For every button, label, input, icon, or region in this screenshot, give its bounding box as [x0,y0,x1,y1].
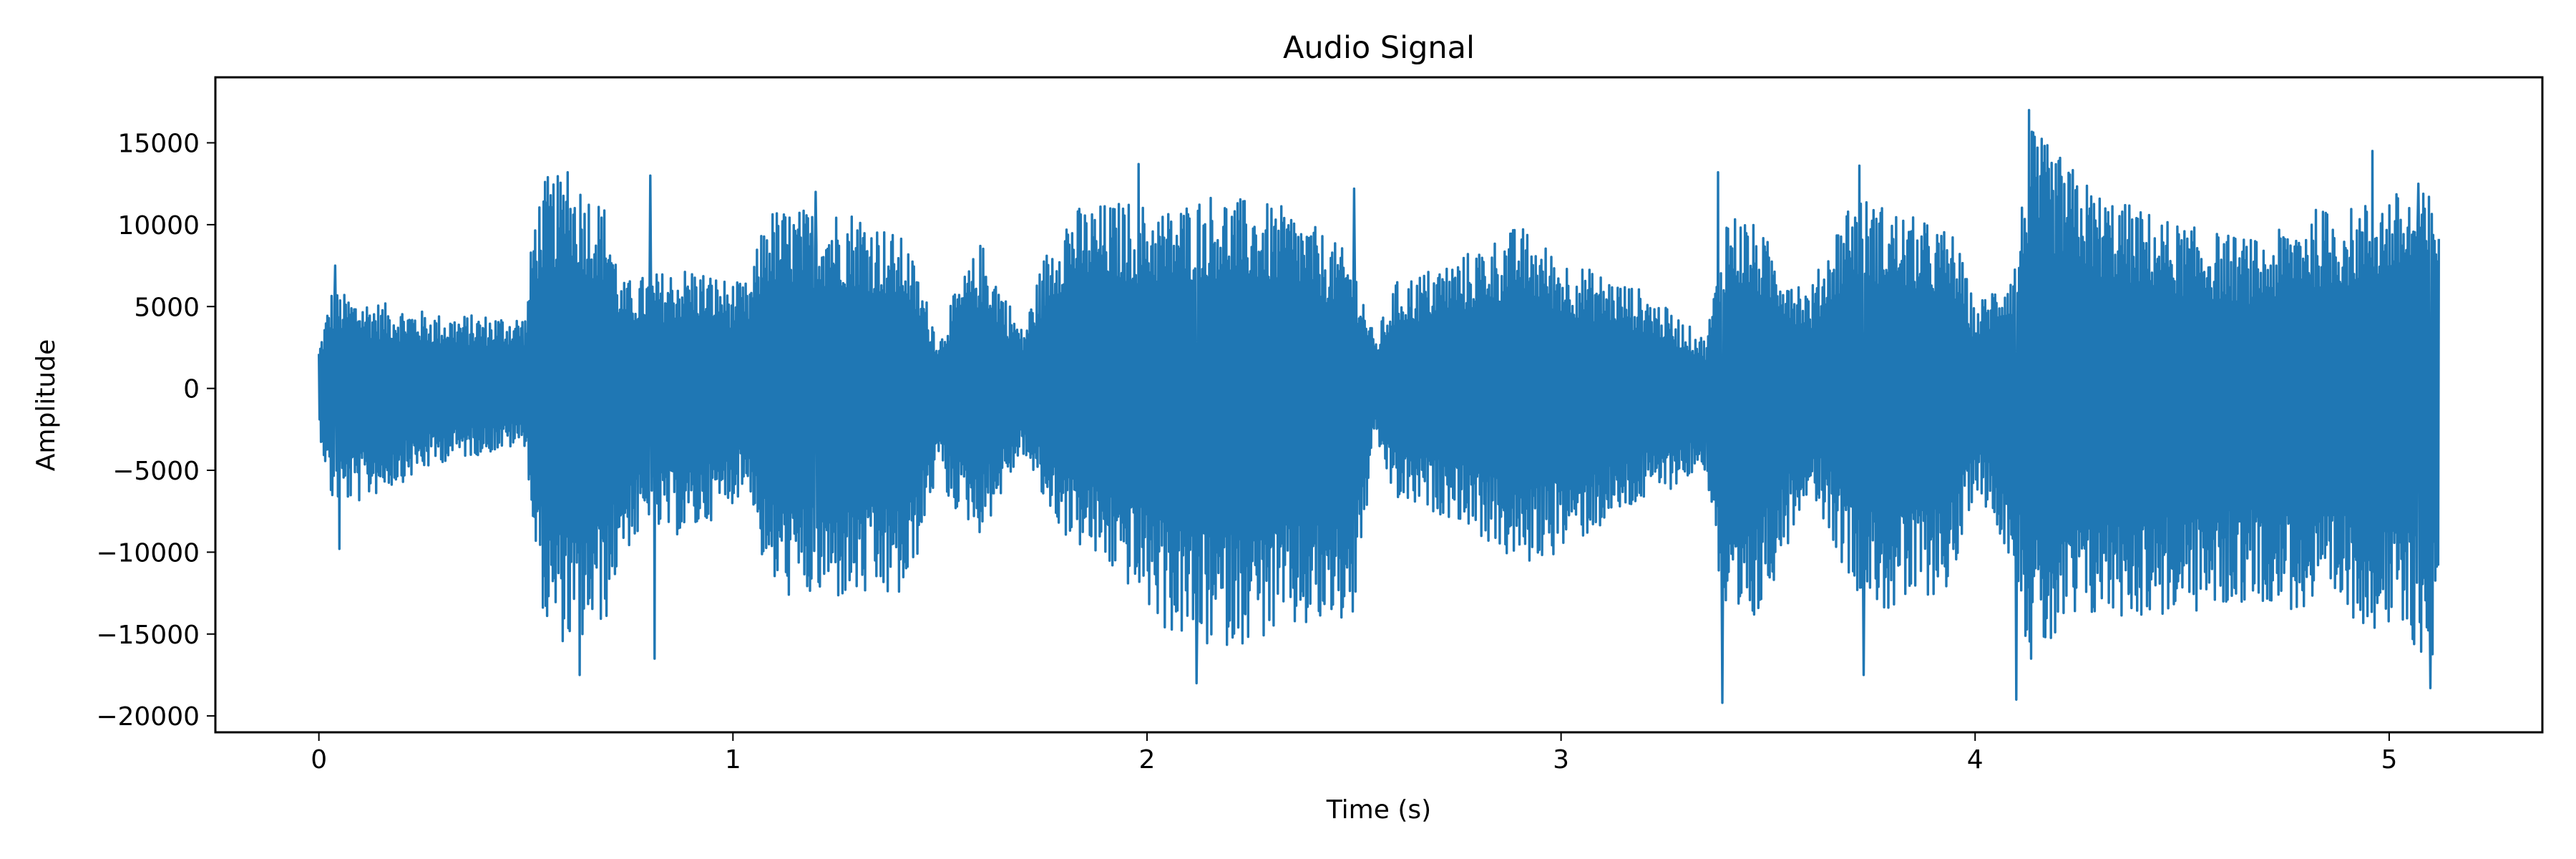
y-tick-label: −15000 [96,621,200,650]
plot-frame [214,76,2544,734]
x-tick-label: 3 [1553,745,1569,775]
chart-title: Audio Signal [1283,30,1475,66]
y-tick-label: −10000 [96,538,200,568]
x-tick-label: 0 [311,745,327,775]
y-tick-label: −5000 [112,457,200,486]
x-tick-label: 4 [1967,745,1984,775]
x-axis-title: Time (s) [1326,795,1431,825]
y-tick-label: 10000 [117,211,200,241]
x-axis: 0 1 2 3 4 5 [311,732,2397,775]
x-tick-label: 5 [2381,745,2397,775]
y-axis: −20000 −15000 −10000 −5000 0 5000 10000 15000 [96,130,215,732]
plot-area [318,109,2440,704]
y-tick-label: −20000 [96,702,200,732]
y-tick-label: 15000 [117,130,200,159]
x-tick-label: 1 [725,745,741,775]
x-tick-label: 2 [1139,745,1156,775]
y-tick-label: 0 [183,375,200,404]
waveform-line [318,109,2440,704]
y-axis-title: Amplitude [31,339,61,471]
y-tick-label: 5000 [134,293,200,322]
